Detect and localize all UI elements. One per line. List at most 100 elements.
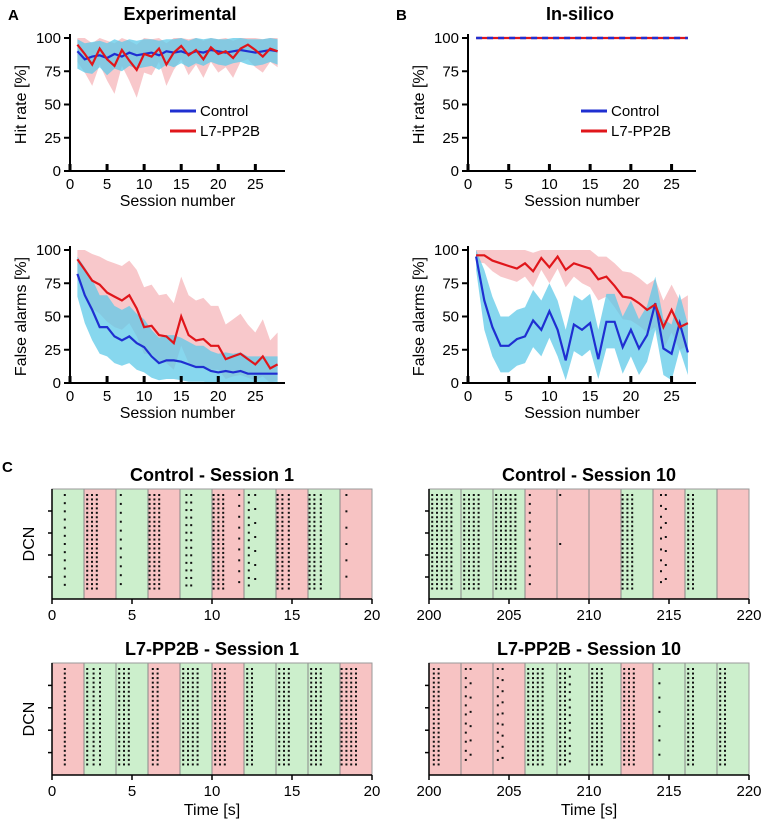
spike-dot: [692, 529, 694, 532]
spike-dot: [596, 704, 598, 707]
spike-dot: [621, 551, 624, 554]
spike-dot: [496, 749, 499, 752]
spike-dot: [591, 695, 594, 698]
spike-dot: [251, 668, 253, 670]
spike-dot: [687, 569, 690, 572]
spike-dot: [315, 695, 317, 698]
spike-dot: [86, 718, 89, 720]
spike-dot: [532, 731, 534, 734]
spike-dot: [532, 718, 534, 720]
spike-dot: [692, 587, 694, 590]
spike-dot: [350, 763, 353, 766]
spike-dot: [276, 551, 279, 554]
spike-dot: [196, 740, 199, 743]
spike-dot: [477, 565, 480, 568]
spike-dot: [559, 736, 562, 739]
spike-dot: [287, 565, 290, 568]
spike-dot: [600, 754, 603, 757]
spike-dot: [319, 502, 322, 505]
spike-dot: [156, 740, 159, 743]
spike-dot: [472, 569, 475, 572]
spike-dot: [463, 525, 466, 528]
spike-dot: [437, 677, 440, 680]
spike-dot: [658, 710, 661, 713]
spike-dot: [532, 727, 534, 730]
spike-dot: [436, 511, 438, 514]
spike-dot: [310, 672, 313, 675]
spike-dot: [468, 538, 470, 541]
spike-dot: [632, 686, 635, 689]
spike-dot: [310, 686, 313, 689]
panel-letter-a: A: [8, 7, 19, 24]
spike-dot: [564, 681, 566, 684]
spike-dot: [450, 502, 453, 505]
trial-segment-green: [717, 663, 749, 775]
spike-dot: [127, 695, 130, 698]
spike-dot: [92, 704, 95, 707]
spike-dot: [223, 745, 226, 748]
spike-dot: [283, 749, 285, 752]
spike-dot: [99, 699, 101, 702]
spike-dot: [246, 695, 249, 698]
spike-dot: [246, 686, 249, 689]
spike-dot: [432, 677, 435, 680]
spike-dot: [118, 699, 121, 702]
spike-dot: [148, 534, 151, 537]
spike-dot: [214, 686, 217, 689]
spike-dot: [151, 718, 154, 720]
spike-dot: [191, 758, 194, 761]
trial-segment-green: [180, 489, 212, 599]
spike-dot: [340, 754, 343, 757]
spike-dot: [496, 677, 499, 680]
spike-dot: [724, 718, 726, 720]
spike-dot: [127, 672, 130, 675]
spike-dot: [63, 494, 66, 496]
spike-dot: [440, 520, 443, 523]
spike-dot: [463, 574, 466, 577]
spike-dot: [355, 758, 357, 761]
spike-dot: [632, 713, 635, 716]
spike-dot: [495, 534, 498, 537]
trial-segment-red: [717, 489, 749, 599]
spike-dot: [692, 494, 694, 496]
spike-dot: [514, 520, 517, 523]
spike-dot: [532, 686, 534, 689]
trial-segment-green: [308, 489, 340, 599]
spike-dot: [345, 668, 348, 670]
spike-dot: [127, 699, 130, 702]
spike-dot: [355, 708, 357, 711]
spike-dot: [185, 554, 188, 557]
spike-dot: [445, 551, 448, 554]
spike-dot: [214, 668, 217, 670]
spike-dot: [246, 708, 249, 711]
spike-dot: [631, 516, 634, 519]
spike-dot: [628, 740, 630, 743]
spike-dot: [626, 534, 629, 537]
spike-dot: [345, 713, 348, 716]
spike-dot: [436, 560, 438, 563]
spike-dot: [450, 498, 453, 501]
spike-dot: [86, 699, 89, 702]
spike-dot: [313, 534, 316, 537]
spike-dot: [472, 516, 475, 519]
spike-dot: [541, 668, 544, 670]
spike-dot: [591, 718, 594, 720]
spike-dot: [626, 551, 629, 554]
spike-dot: [472, 574, 475, 577]
spike-dot: [621, 516, 624, 519]
spike-dot: [591, 736, 594, 739]
spike-dot: [246, 740, 249, 743]
y-tick-label: 75: [44, 275, 61, 292]
spike-dot: [278, 699, 281, 702]
spike-dot: [151, 677, 154, 680]
spike-dot: [310, 668, 313, 670]
spike-dot: [724, 736, 726, 739]
spike-dot: [63, 727, 66, 730]
spike-dot: [123, 758, 125, 761]
spike-dot: [445, 511, 448, 514]
spike-dot: [621, 543, 624, 545]
spike-dot: [600, 763, 603, 766]
spike-dot: [440, 507, 443, 510]
spike-dot: [541, 695, 544, 698]
spike-dot: [223, 708, 226, 711]
